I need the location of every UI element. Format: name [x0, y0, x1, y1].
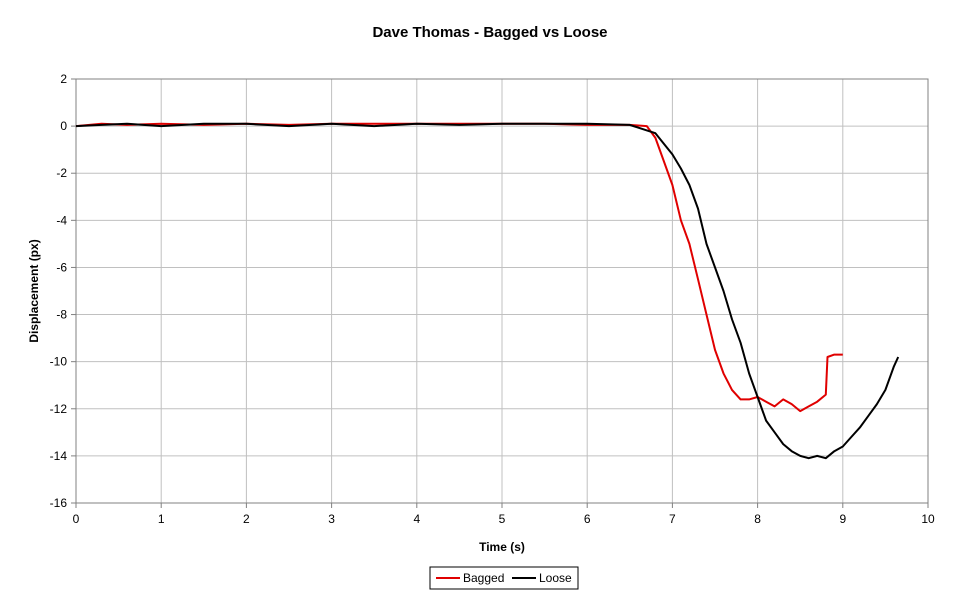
x-tick-label: 9 [839, 512, 846, 526]
y-tick-label: -16 [50, 496, 68, 510]
x-tick-label: 2 [243, 512, 250, 526]
x-tick-label: 7 [669, 512, 676, 526]
y-tick-label: -2 [56, 166, 67, 180]
x-tick-label: 10 [921, 512, 935, 526]
y-tick-label: -8 [56, 308, 67, 322]
x-tick-label: 1 [158, 512, 165, 526]
y-tick-label: -4 [56, 213, 67, 227]
x-axis-label: Time (s) [479, 540, 525, 554]
y-tick-label: -12 [50, 402, 68, 416]
x-tick-label: 5 [499, 512, 506, 526]
legend: Bagged Loose [429, 566, 579, 590]
grid-lines [75, 78, 929, 504]
x-tick-label: 8 [754, 512, 761, 526]
y-axis-label: Displacement (px) [27, 239, 41, 342]
series-line-loose [75, 122, 900, 460]
chart-title: Dave Thomas - Bagged vs Loose [372, 24, 607, 41]
y-tick-label: -14 [50, 449, 68, 463]
x-tick-label: 4 [413, 512, 420, 526]
series-lines [75, 122, 900, 460]
x-tick-label: 3 [328, 512, 335, 526]
y-tick-label: -10 [50, 355, 68, 369]
x-tick-label: 0 [73, 512, 80, 526]
legend-label-loose: Loose [539, 571, 572, 585]
axis-ticks: 0 1 2 3 4 5 6 7 8 9 10 2 0 -2 -4 -6 -8 -10 -12 -14 -16 [50, 72, 935, 526]
y-tick-label: 0 [60, 119, 67, 133]
legend-box [429, 566, 579, 590]
y-tick-label: 2 [60, 72, 67, 86]
y-tick-label: -6 [56, 260, 67, 274]
x-tick-label: 6 [584, 512, 591, 526]
legend-label-bagged: Bagged [463, 571, 504, 585]
